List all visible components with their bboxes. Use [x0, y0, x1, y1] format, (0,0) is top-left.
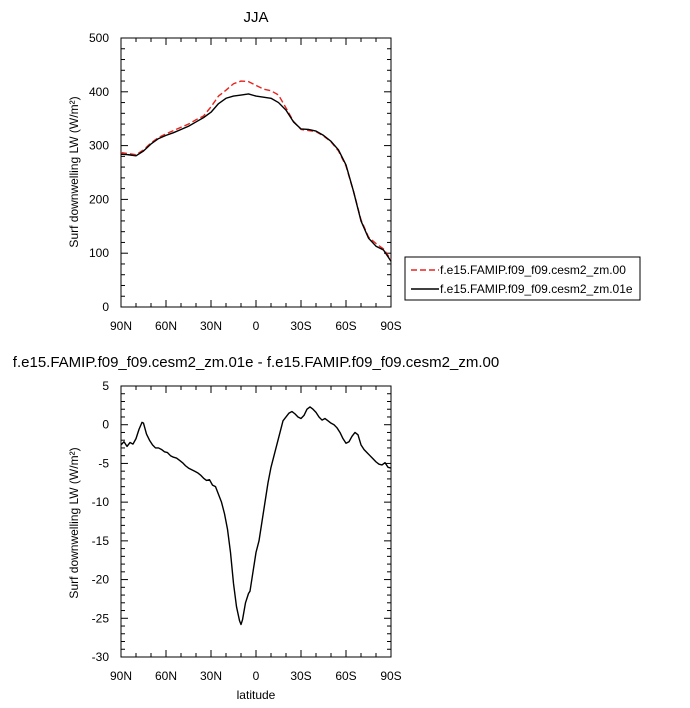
bottom-y-tick-label: -15 [92, 534, 110, 548]
bottom-x-tick-label: 0 [253, 669, 260, 683]
bottom-x-tick-label: 30S [290, 669, 311, 683]
top-x-tick-label: 90S [380, 319, 401, 333]
top-plot-frame [120, 37, 392, 308]
bottom-x-tick-label: 90S [380, 669, 401, 683]
top-x-tick-label: 60S [335, 319, 356, 333]
top-y-tick-label: 200 [89, 192, 109, 206]
top-series-line-1 [120, 93, 392, 262]
legend: f.e15.FAMIP.f09_f09.cesm2_zm.00 f.e15.FAM… [404, 256, 641, 301]
bottom-y-tick-label: -5 [98, 456, 109, 470]
bottom-y-tick-label: -10 [92, 495, 110, 509]
top-panel-title: JJA [243, 9, 268, 26]
bottom-panel-title: f.e15.FAMIP.f09_f09.cesm2_zm.01e - f.e15… [13, 354, 499, 371]
bottom-y-tick-label: -30 [92, 650, 110, 664]
top-y-tick-label: 300 [89, 139, 109, 153]
top-series-line-0 [120, 80, 392, 261]
top-y-tick-label: 500 [89, 31, 109, 45]
top-y-axis-label: Surf downwelling LW (W/m²) [67, 96, 81, 247]
top-plot-area: 90N 60N 30N 0 30S 60S 90S 0 100 200 300 400 500 [89, 31, 402, 333]
bottom-x-axis-label: latitude [237, 688, 276, 702]
top-x-tick-label: 60N [155, 319, 177, 333]
bottom-y-axis-label: Surf downwelling LW (W/m²) [67, 447, 81, 598]
top-x-tick-label: 30S [290, 319, 311, 333]
bottom-x-tick-label: 30N [200, 669, 222, 683]
top-y-tick-label: 400 [89, 85, 109, 99]
bottom-plot-area: 90N 60N 30N 0 30S 60S 90S -30 -25 -20 -15 -10 -5 0 5 [92, 379, 402, 683]
bottom-y-tick-label: 0 [102, 418, 109, 432]
bottom-y-tick-label: 5 [102, 379, 109, 393]
top-x-tick-label: 0 [253, 319, 260, 333]
bottom-x-tick-label: 60S [335, 669, 356, 683]
legend-box [404, 256, 641, 301]
top-x-tick-label: 30N [200, 319, 222, 333]
bottom-x-tick-label: 60N [155, 669, 177, 683]
top-panel: JJA 90N 60N 30N 0 30S 60S 90S0100200300400500 … [67, 9, 641, 333]
bottom-plot-frame [120, 385, 392, 658]
top-y-tick-label: 100 [89, 246, 109, 260]
bottom-x-tick-label: 90N [110, 669, 132, 683]
top-x-tick-label: 90N [110, 319, 132, 333]
bottom-y-tick-label: -20 [92, 573, 110, 587]
legend-label-1: f.e15.FAMIP.f09_f09.cesm2_zm.01e [440, 282, 633, 296]
bottom-series-line-0 [120, 406, 392, 626]
bottom-panel: f.e15.FAMIP.f09_f09.cesm2_zm.01e - f.e15… [13, 354, 499, 702]
top-y-tick-label: 0 [102, 300, 109, 314]
legend-label-0: f.e15.FAMIP.f09_f09.cesm2_zm.00 [440, 263, 626, 277]
bottom-y-tick-label: -25 [92, 611, 110, 625]
